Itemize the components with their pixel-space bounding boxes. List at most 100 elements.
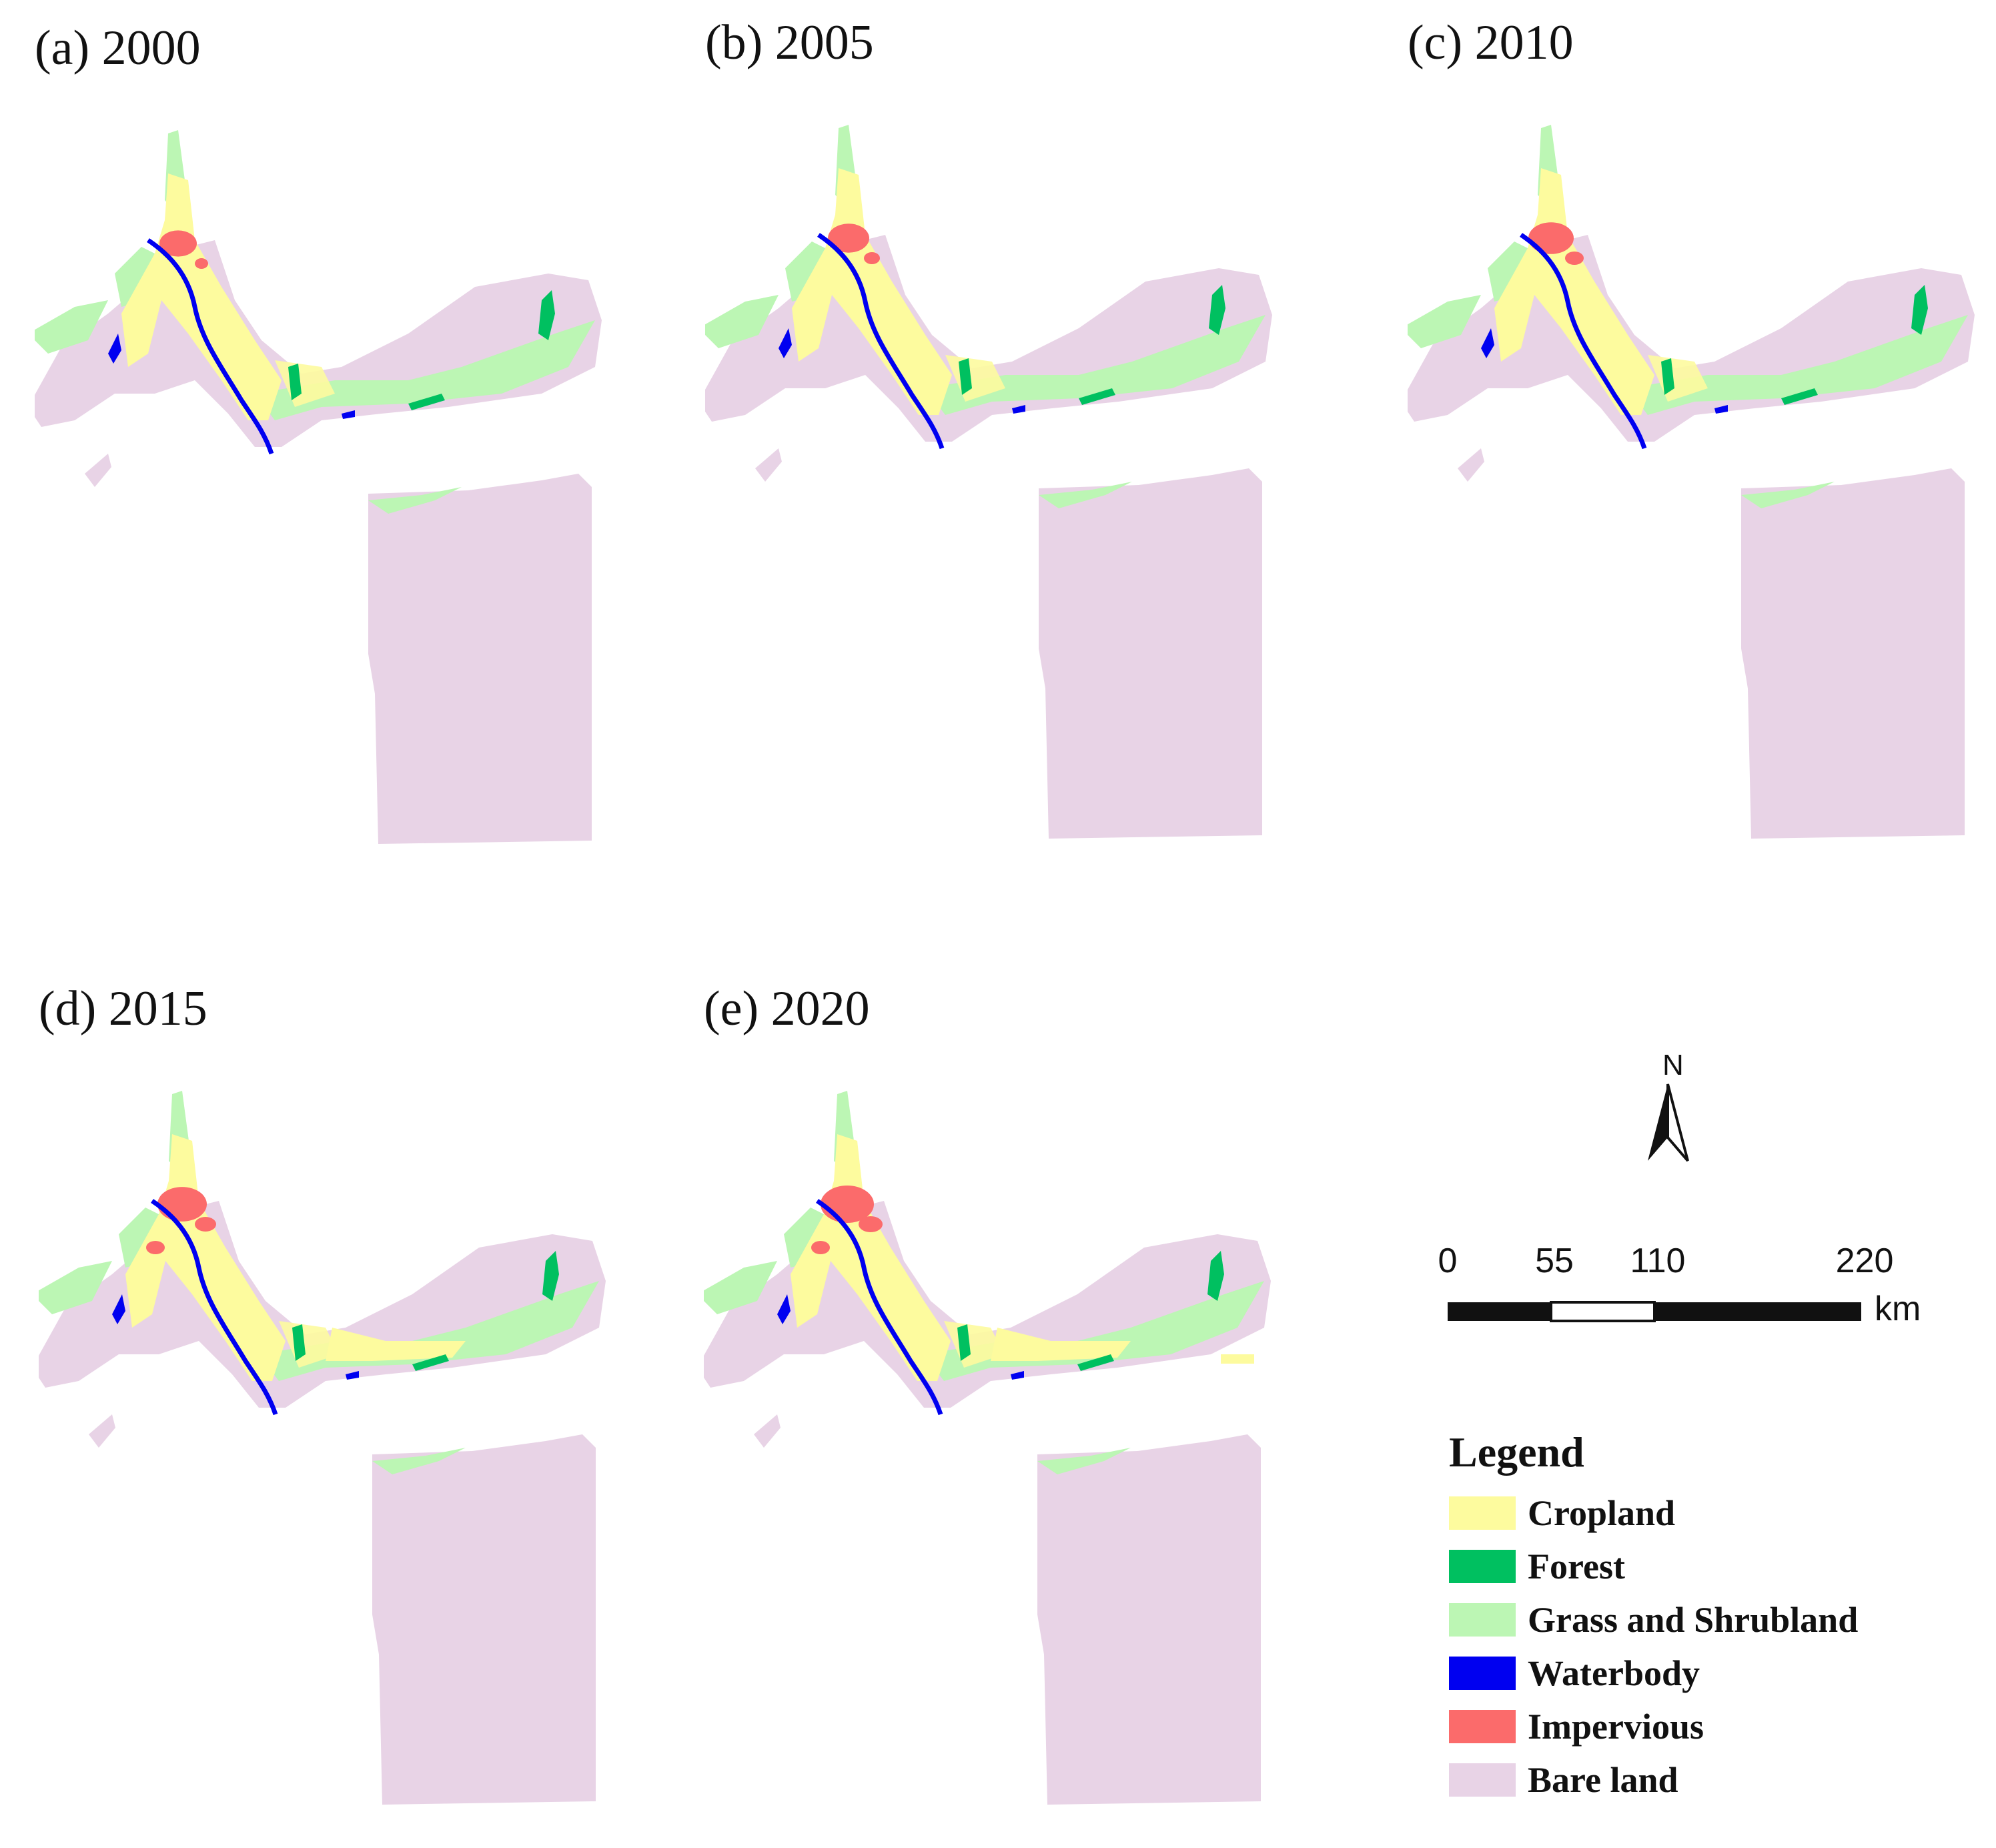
forest-southeast <box>408 394 445 410</box>
bare-land-islet <box>89 1414 115 1448</box>
legend-label: Cropland <box>1528 1493 1676 1533</box>
legend-swatch <box>1449 1763 1516 1797</box>
impervious-patch <box>195 258 208 269</box>
grassland-west-edge <box>39 1261 112 1314</box>
cropland-expansion <box>326 1328 466 1361</box>
grassland-west-edge <box>1408 295 1481 348</box>
legend-label: Impervious <box>1528 1707 1704 1747</box>
map-panel-d: (d) 2015 <box>39 981 706 1848</box>
impervious-city-core <box>1528 222 1574 254</box>
north-arrow-label: N <box>1662 1049 1684 1081</box>
scale-tick-label: 0 <box>1438 1242 1458 1280</box>
cropland-expansion <box>991 1328 1131 1361</box>
north-arrow-icon <box>1648 1083 1689 1162</box>
grassland-east-strip <box>925 315 1266 415</box>
forest-central <box>959 358 972 395</box>
forest-southeast <box>1077 1354 1114 1371</box>
grassland-west-edge <box>35 300 108 354</box>
legend-label: Forest <box>1528 1546 1625 1586</box>
bare-land-south-block <box>372 1434 596 1805</box>
impervious-patch <box>195 1217 216 1232</box>
scale-bar-graphic <box>1448 1301 1861 1322</box>
bare-land-south-block <box>1037 1434 1261 1805</box>
river-waterbody <box>147 238 274 455</box>
map-panel-e: (e) 2020 <box>704 981 1371 1848</box>
impervious-patch <box>864 252 880 264</box>
map-panel-b: (b) 2005 <box>705 15 1372 882</box>
forest-central <box>1661 358 1674 395</box>
legend-swatch <box>1449 1657 1516 1690</box>
legend-title: Legend <box>1449 1428 1584 1476</box>
waterbody-lake-west <box>1481 328 1494 358</box>
grassland-south-edge <box>1037 1448 1131 1474</box>
land-cover-map <box>705 125 1272 839</box>
waterbody-lake-west <box>777 1294 791 1324</box>
impervious-patch <box>859 1216 883 1232</box>
impervious-west-patch <box>146 1241 165 1254</box>
grassland-south-edge <box>368 487 462 514</box>
legend-item-waterbody: Waterbody <box>1449 1647 1956 1700</box>
scale-unit: km <box>1875 1290 1921 1328</box>
grassland-south-edge <box>372 1448 466 1474</box>
forest-east <box>1911 285 1928 335</box>
forest-east <box>1207 1251 1224 1301</box>
legend-label: Waterbody <box>1528 1653 1700 1693</box>
forest-east <box>538 290 555 340</box>
waterbody-lake-east <box>346 1371 359 1380</box>
forest-central <box>957 1324 971 1361</box>
waterbody-lake-east <box>342 410 355 419</box>
legend-item-forest: Forest <box>1449 1540 1956 1593</box>
scale-tick-label: 220 <box>1835 1242 1894 1280</box>
land-cover-map <box>1408 125 1975 839</box>
impervious-city-core <box>159 230 197 257</box>
panel-label: (a) 2000 <box>35 21 201 75</box>
forest-southeast <box>412 1354 449 1371</box>
waterbody-lake-east <box>1714 405 1728 414</box>
impervious-west-patch <box>811 1241 830 1254</box>
legend: Legend Cropland Forest Grass and Shrubla… <box>1449 1428 1956 1807</box>
land-cover-map <box>35 130 602 844</box>
waterbody-lake-west <box>112 1294 125 1324</box>
bare-land-islet <box>1458 448 1484 482</box>
river-waterbody <box>1520 233 1647 450</box>
forest-central <box>292 1324 306 1361</box>
legend-item-grass-shrubland: Grass and Shrubland <box>1449 1593 1956 1647</box>
legend-label: Grass and Shrubland <box>1528 1600 1859 1640</box>
scale-tick-label: 110 <box>1630 1242 1686 1280</box>
forest-east <box>1209 285 1225 335</box>
waterbody-lake-west <box>108 334 121 364</box>
waterbody-lake-west <box>779 328 792 358</box>
scale-bar: 0 55 110 220 km <box>1438 1241 1948 1341</box>
waterbody-lake-east <box>1012 405 1025 414</box>
scale-tick-label: 55 <box>1535 1242 1574 1280</box>
legend-item-impervious: Impervious <box>1449 1700 1956 1753</box>
bare-land-islet <box>754 1414 781 1448</box>
panel-label: (c) 2010 <box>1408 15 1574 70</box>
legend-swatch <box>1449 1550 1516 1583</box>
grassland-west-edge <box>704 1261 777 1314</box>
legend-label: Bare land <box>1528 1760 1678 1800</box>
river-waterbody <box>817 233 945 450</box>
bare-land-south-block <box>1039 468 1262 839</box>
forest-central <box>288 364 302 400</box>
bare-land-south-block <box>1741 468 1965 839</box>
land-cover-map <box>39 1091 606 1805</box>
impervious-city-core <box>157 1187 207 1222</box>
panel-label: (e) 2020 <box>704 981 870 1036</box>
grassland-east-strip <box>1628 315 1968 415</box>
legend-swatch <box>1449 1603 1516 1637</box>
waterbody-lake-east <box>1011 1371 1024 1380</box>
grassland-south-edge <box>1039 482 1132 508</box>
land-cover-map <box>704 1091 1271 1805</box>
forest-southeast <box>1079 388 1115 405</box>
bare-land-islet <box>85 454 111 487</box>
bare-land-islet <box>755 448 782 482</box>
river-waterbody <box>151 1199 278 1416</box>
legend-swatch <box>1449 1496 1516 1530</box>
panel-label: (b) 2005 <box>705 15 874 70</box>
legend-swatch <box>1449 1710 1516 1743</box>
cropland-valley <box>121 173 282 420</box>
river-waterbody <box>816 1199 943 1416</box>
impervious-patch <box>1565 252 1584 265</box>
grassland-south-edge <box>1741 482 1835 508</box>
